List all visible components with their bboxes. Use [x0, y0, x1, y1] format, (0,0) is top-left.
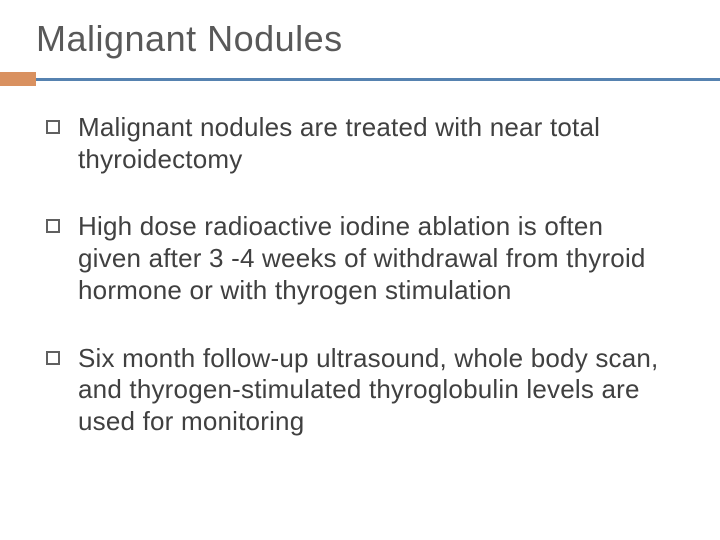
title-divider — [0, 72, 720, 86]
divider-accent-block — [0, 72, 36, 86]
bullet-text: High dose radioactive iodine ablation is… — [78, 211, 670, 306]
slide-title: Malignant Nodules — [0, 0, 720, 72]
bullet-item: High dose radioactive iodine ablation is… — [46, 211, 670, 306]
slide-content: Malignant nodules are treated with near … — [0, 112, 720, 438]
bullet-marker-icon — [46, 120, 60, 134]
bullet-marker-icon — [46, 219, 60, 233]
bullet-item: Six month follow-up ultrasound, whole bo… — [46, 343, 670, 438]
bullet-text: Malignant nodules are treated with near … — [78, 112, 670, 175]
bullet-text: Six month follow-up ultrasound, whole bo… — [78, 343, 670, 438]
slide-container: Malignant Nodules Malignant nodules are … — [0, 0, 720, 540]
divider-line — [36, 78, 720, 81]
bullet-item: Malignant nodules are treated with near … — [46, 112, 670, 175]
bullet-marker-icon — [46, 351, 60, 365]
